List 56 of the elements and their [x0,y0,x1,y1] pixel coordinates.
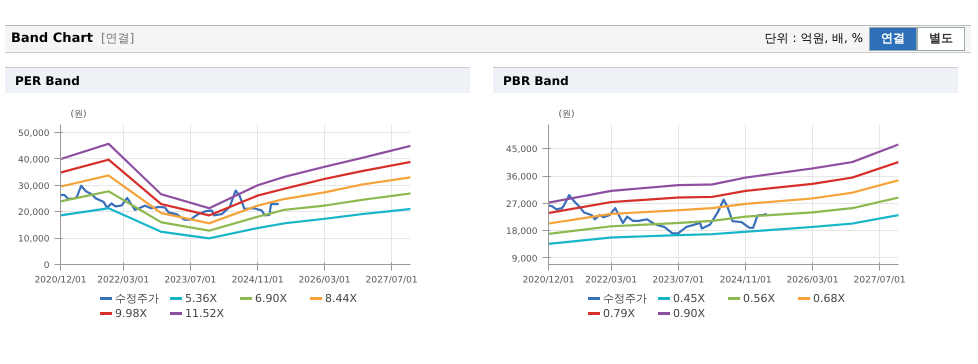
x-tick-label: 2027/07/01 [854,276,906,286]
x-tick-label: 2024/11/01 [720,276,772,286]
text: 별도 [917,27,965,51]
x-tick-label: 2026/03/01 [298,276,350,286]
legend-label: 0.45X [672,291,706,306]
line-series [60,190,410,232]
legend-label: 0.68X [812,291,846,306]
x-tick-label: 2022/03/01 [585,276,638,286]
text: Band Chart [11,30,93,46]
line-series [60,142,410,210]
text: 연결 [869,27,917,51]
line-series [548,143,898,204]
x-tick-label: 2026/03/01 [786,276,838,286]
line-series [60,174,410,224]
line-series [60,207,410,240]
line-series [60,158,410,216]
legend-label: 0.90X [672,306,706,321]
y-tick-label: 0 [44,261,50,271]
line-series [548,160,898,214]
x-tick-label: 2020/12/01 [34,276,86,286]
y-axis-title: (원) [558,110,575,120]
chart-title: PER Band [5,67,470,93]
x-tick-label: 2027/07/01 [366,276,418,286]
line-series [548,196,898,235]
line-series [60,184,280,221]
legend-label: 5.36X [184,291,218,306]
x-tick-label: 2024/11/01 [232,276,284,286]
y-tick-label: 10,000 [18,234,50,245]
legend-label: 9.98X [114,306,148,321]
y-tick-label: 40,000 [18,155,50,166]
y-tick-label: 18,000 [506,227,538,238]
y-tick-label: 9,000 [512,254,538,264]
line-series [548,194,768,234]
y-tick-label: 45,000 [506,145,538,156]
legend-label: 수정주가 [114,291,160,306]
x-tick-label: 2023/07/01 [164,276,216,286]
legend-label: 수정주가 [602,291,648,306]
y-axis-title: (원) [70,110,87,120]
x-tick-label: 2020/12/01 [522,276,574,286]
x-tick-label: 2022/03/01 [97,276,150,286]
legend-label: 11.52X [184,306,226,321]
x-tick-label: 2023/07/01 [652,276,704,286]
text: 단위 : 억원, 배, % [764,31,863,46]
chart-title: PBR Band [493,67,958,93]
y-tick-label: 50,000 [18,128,50,139]
line-series [548,179,898,225]
line-series [548,214,898,245]
y-tick-label: 30,000 [18,182,50,192]
legend-label: 0.79X [602,306,636,321]
text: [연결] [100,30,134,45]
y-tick-label: 20,000 [18,208,50,218]
y-tick-label: 36,000 [506,172,538,183]
legend-label: 8.44X [324,291,358,306]
y-tick-label: 27,000 [506,200,538,210]
legend-label: 0.56X [742,291,776,306]
legend-label: 6.90X [254,291,288,306]
